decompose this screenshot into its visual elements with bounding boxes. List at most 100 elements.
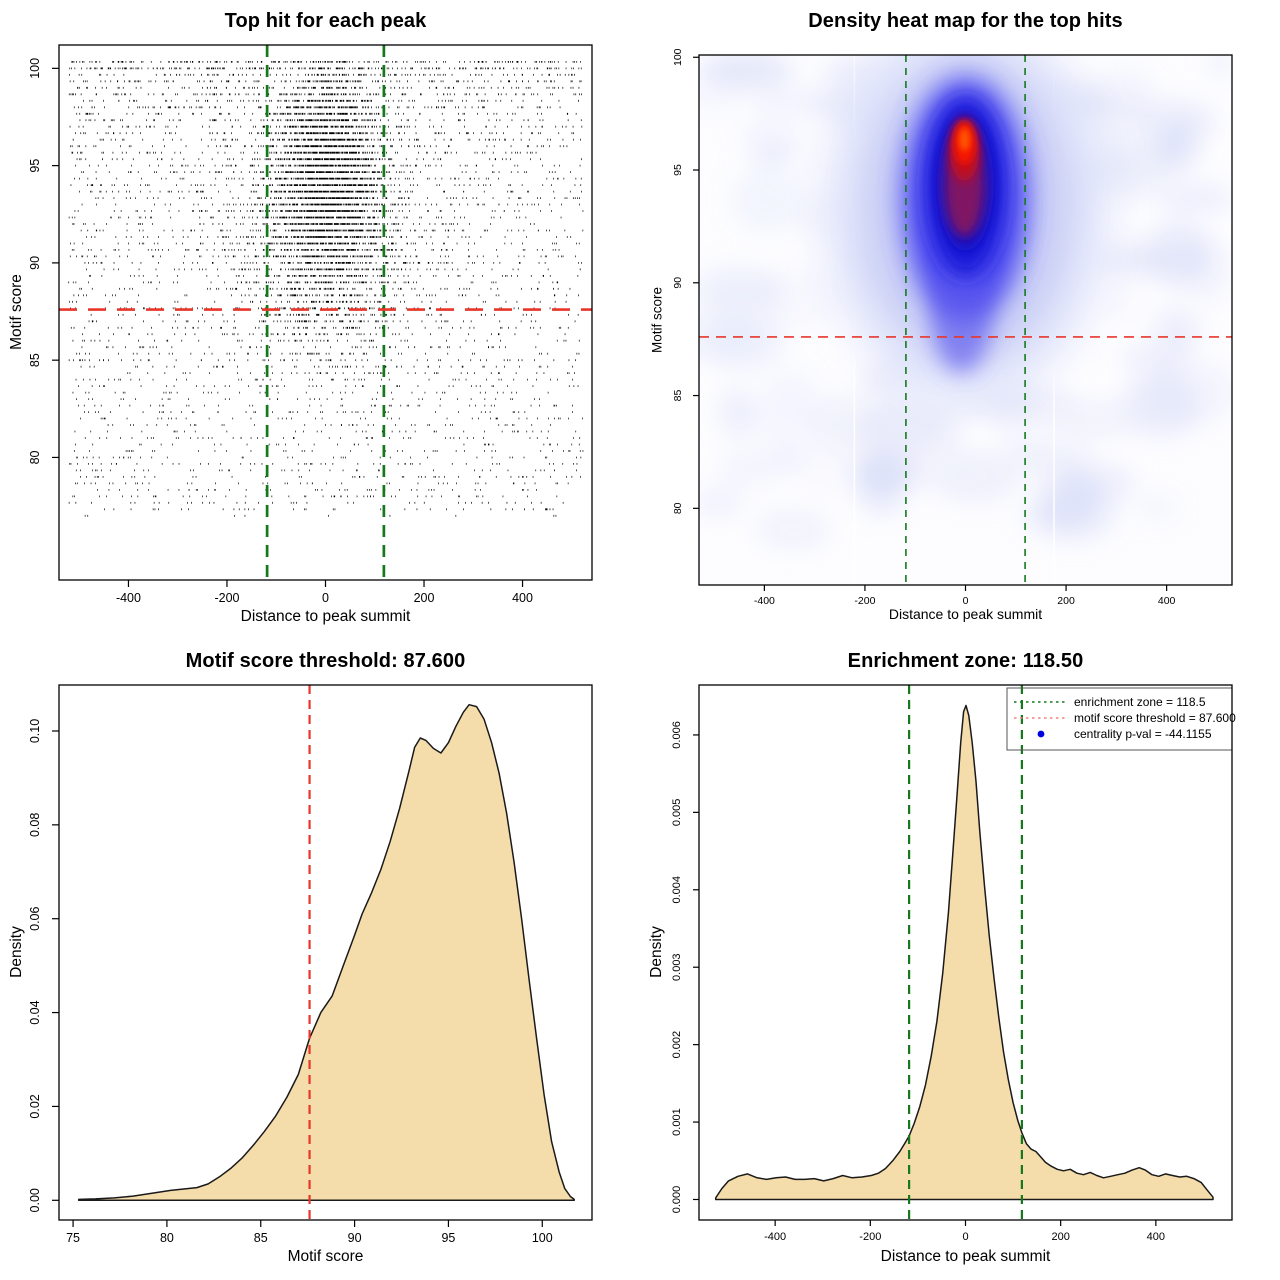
x-tick-label: 85 [254,1231,268,1245]
texture-blob [754,509,832,550]
plot-box [58,44,593,581]
legend-dot-sample [1037,730,1045,738]
texture-blob [699,486,743,519]
y-tick-label: 80 [28,450,42,464]
x-tick-label: -400 [754,595,775,607]
texture-blob [856,451,908,515]
texture-blob [1122,370,1201,439]
x-tick-label: 80 [160,1231,174,1245]
y-tick-label: 0.10 [28,719,42,743]
y-tick-label: 100 [672,48,684,66]
y-axis-label: Motif score [8,274,25,350]
axes: -400 -200 0 200 400 80 85 90 95 100 [672,48,1233,607]
plot-title: Top hit for each peak [224,10,427,32]
texture-blob [744,398,822,439]
axes: -400 -200 0 200 400 0.000 0.001 0.002 0.003 0.004… [671,684,1233,1243]
x-tick-label: 0 [962,1231,968,1243]
texture-blob [1089,67,1157,125]
y-axis-label: Motif score [649,286,665,354]
y-tick-label: 100 [28,58,42,79]
y-tick-label: 0.04 [28,1000,42,1024]
y-tick-label: 95 [672,164,684,176]
texture-blob [699,267,784,315]
y-tick-label: 85 [28,353,42,367]
heatmap-field [699,55,1232,585]
x-tick-label: -200 [859,1231,881,1243]
texture-blob [1206,55,1232,75]
texture-blob [817,82,847,120]
texture-blob [730,166,805,234]
y-tick-label: 0.002 [671,1031,683,1059]
y-tick-label: 95 [28,159,42,173]
reference-lines [699,55,1232,585]
x-tick-label: 400 [1147,1231,1165,1243]
x-tick-label: 90 [348,1231,362,1245]
texture-blob [762,368,820,409]
x-tick-label: 95 [441,1231,455,1245]
texture-blob [1156,185,1232,212]
x-tick-label: 100 [532,1231,553,1245]
y-tick-label: 85 [672,390,684,402]
x-axis-label: Distance to peak summit [888,606,1043,622]
texture-blob [1153,307,1201,354]
x-axis-label: Motif score [287,1248,364,1265]
texture-blob [752,88,829,111]
texture-blob [898,434,979,494]
y-tick-label: 0.003 [671,953,683,981]
x-tick-label: 75 [66,1231,80,1245]
plot-box [58,684,593,1221]
texture-blob [808,396,876,450]
density-heatmap-svg: -400 -200 0 200 400 80 85 90 95 100 [672,48,1233,607]
y-tick-label: 80 [672,502,684,514]
texture-blob [1166,234,1213,288]
y-tick-label: 0.001 [671,1108,683,1136]
texture-blob [759,265,845,331]
y-tick-label: 90 [672,277,684,289]
plot-density-heatmap: -400 -200 0 200 400 80 85 90 95 100 Density heat … [640,0,1280,640]
y-tick-label: 90 [28,256,42,270]
y-tick-label: 0.006 [671,721,683,749]
legend-label: enrichment zone = 118.5 [1074,695,1206,709]
x-axis-label: Distance to peak summit [240,608,411,625]
texture-blob [1117,345,1190,369]
x-tick-label: -200 [214,591,239,605]
legend-label: motif score threshold = 87.600 [1074,711,1236,725]
axes: -400 -200 0 200 400 80 85 90 95 100 [28,44,593,605]
texture-blob [1091,115,1159,171]
plot-title: Enrichment zone: 118.50 [847,650,1084,672]
motif-score-density-svg: 75 80 85 90 95 100 0.00 0.02 0.04 0.06 0.08 0.10 [28,684,593,1245]
plot-top-hit-scatter: -400 -200 0 200 400 80 85 90 95 100 Top hit for e… [0,0,640,640]
y-axis-label: Density [648,926,665,978]
texture-blob [716,446,781,489]
x-tick-label: 400 [512,591,533,605]
scatter-points [68,61,584,517]
y-tick-label: 0.004 [671,876,683,904]
y-tick-label: 0.02 [28,1094,42,1118]
x-tick-label: -400 [764,1231,786,1243]
legend: enrichment zone = 118.5 motif score thres… [1006,687,1236,751]
texture-blob [703,55,793,89]
axes: 75 80 85 90 95 100 0.00 0.02 0.04 0.06 0.08 0.10 [28,684,593,1245]
x-axis-label: Distance to peak summit [880,1248,1051,1265]
x-tick-label: -200 [854,595,875,607]
density-layer [931,255,992,373]
texture-blob [703,310,787,371]
distance-density-svg: enrichment zone = 118.5 motif score thres… [671,684,1236,1243]
texture-blob [738,109,803,166]
plot-motif-score-density: 75 80 85 90 95 100 0.00 0.02 0.04 0.06 0.08 0.10 Mo… [0,640,640,1280]
texture-blob [1136,494,1179,521]
top-hit-scatter-svg: -400 -200 0 200 400 80 85 90 95 100 [28,44,593,605]
density-layer [958,128,971,151]
legend-label: centrality p-val = -44.1155 [1074,727,1212,741]
plot-title: Density heat map for the top hits [808,10,1123,32]
texture-blob [718,387,755,437]
x-tick-label: 200 [1051,1231,1069,1243]
y-tick-label: 0.00 [28,1188,42,1212]
y-tick-label: 0.08 [28,813,42,837]
texture-blob [1019,502,1101,533]
x-tick-label: 0 [322,591,329,605]
reference-lines [59,45,592,580]
x-tick-label: 200 [414,591,435,605]
texture-blob [1097,285,1142,321]
